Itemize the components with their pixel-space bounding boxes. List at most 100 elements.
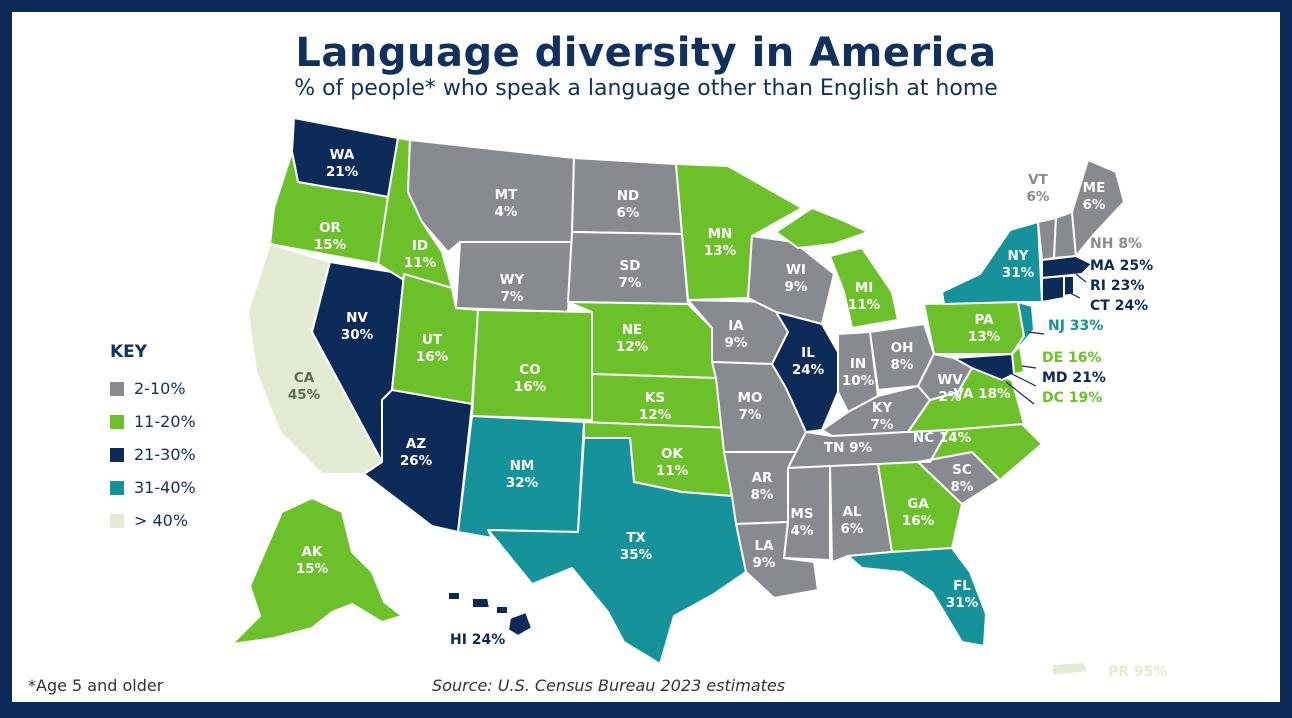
state-label: OH [891, 340, 914, 356]
state-label: NY [1007, 248, 1028, 264]
key-item: 31-40% [110, 471, 196, 504]
state-label: TX [626, 530, 646, 546]
state-label: WA [330, 147, 355, 163]
key-item: 11-20% [110, 405, 196, 438]
state-label: NV [346, 310, 368, 326]
key-title: KEY [110, 342, 148, 362]
state-label: CO [519, 362, 540, 378]
footnote: *Age 5 and older [28, 676, 164, 695]
states-layer [231, 117, 1125, 677]
state-label: 9% [785, 279, 808, 295]
source-note: Source: U.S. Census Bureau 2023 estimate… [432, 676, 786, 695]
state-label: 21% [326, 164, 359, 180]
state-label: 16% [514, 379, 547, 395]
state-label: 15% [296, 561, 329, 577]
state-label: 2% [939, 389, 962, 405]
state-label: 11% [656, 463, 689, 479]
key-label: 11-20% [134, 412, 196, 431]
state-label: 8% [951, 479, 974, 495]
state-MT [407, 139, 575, 253]
state-label: 11% [848, 297, 881, 313]
state-label: FL [953, 578, 971, 594]
state-MIup [775, 207, 869, 249]
key-label: 21-30% [134, 445, 196, 464]
state-label: NC 14% [913, 430, 972, 446]
state-label: ID [412, 238, 428, 254]
state-label: 9% [725, 335, 748, 351]
state-HI-1 [447, 591, 461, 601]
state-label: 12% [616, 339, 649, 355]
state-label: PA [974, 312, 994, 328]
state-label: 31% [946, 595, 979, 611]
state-label: NH 8% [1090, 236, 1142, 252]
key-item: 21-30% [110, 438, 196, 471]
state-MI [829, 247, 899, 329]
state-label: SC [952, 462, 972, 478]
state-label: ME [1083, 180, 1106, 196]
state-label: OR [319, 220, 341, 236]
state-label: 6% [841, 521, 864, 537]
key-swatch [110, 480, 124, 495]
state-label: 31% [1002, 265, 1035, 281]
state-label: 12% [639, 407, 672, 423]
leader-lines [1005, 273, 1087, 405]
state-RI [1063, 275, 1075, 297]
map-frame: Language diversity in America % of peopl… [12, 12, 1280, 702]
state-label: 26% [400, 453, 433, 469]
state-label: 8% [751, 487, 774, 503]
state-label: MN [708, 226, 733, 242]
state-HI-2 [471, 597, 491, 609]
state-MD [953, 353, 1015, 381]
state-label: 32% [506, 475, 539, 491]
state-label: AL [842, 504, 861, 520]
state-label: MT [495, 187, 518, 203]
state-label: 13% [704, 243, 737, 259]
state-label: 35% [620, 547, 653, 563]
state-label: MD 21% [1042, 370, 1106, 386]
state-label: 6% [1027, 189, 1050, 205]
state-label: MI [855, 280, 873, 296]
state-label: 30% [341, 327, 374, 343]
state-label: WI [786, 262, 806, 278]
state-label: 11% [404, 255, 437, 271]
state-label: MS [790, 506, 813, 522]
state-label: MA 25% [1090, 258, 1153, 274]
state-TX [487, 437, 747, 665]
state-label: AK [302, 544, 323, 560]
state-label: IL [801, 345, 815, 361]
state-NY [941, 221, 1043, 305]
state-label: IN [850, 356, 866, 372]
key-swatch [110, 447, 124, 462]
state-PA [923, 301, 1025, 355]
state-label: 9% [753, 555, 776, 571]
state-label: 10% [842, 373, 875, 389]
state-label: KY [872, 400, 892, 416]
state-label: VA 18% [954, 386, 1011, 402]
state-label: 7% [871, 417, 894, 433]
state-label: UT [422, 332, 443, 348]
state-label: AR [752, 470, 773, 486]
state-label: 45% [288, 387, 321, 403]
state-FL [847, 547, 987, 647]
state-label: MO [738, 390, 763, 406]
state-label: 6% [617, 205, 640, 221]
state-label: LA [754, 538, 774, 554]
key-swatch [110, 414, 124, 429]
page-subtitle: % of people* who speak a language other … [294, 76, 998, 101]
state-label: WY [500, 272, 525, 288]
state-label: PR 95% [1108, 664, 1167, 680]
key-label: > 40% [134, 511, 189, 530]
state-MA [1041, 255, 1093, 279]
state-label: KS [645, 390, 665, 406]
key-item: 2-10% [110, 372, 196, 405]
state-label: NM [510, 458, 535, 474]
state-label: HI 24% [450, 632, 505, 648]
state-label: RI 23% [1090, 278, 1144, 294]
state-label: 16% [902, 513, 935, 529]
state-label: 15% [314, 237, 347, 253]
state-AZ [363, 389, 473, 533]
state-label: NE [622, 322, 643, 338]
state-label: 8% [891, 357, 914, 373]
state-label: AZ [406, 436, 426, 452]
state-label: WV [937, 372, 963, 388]
